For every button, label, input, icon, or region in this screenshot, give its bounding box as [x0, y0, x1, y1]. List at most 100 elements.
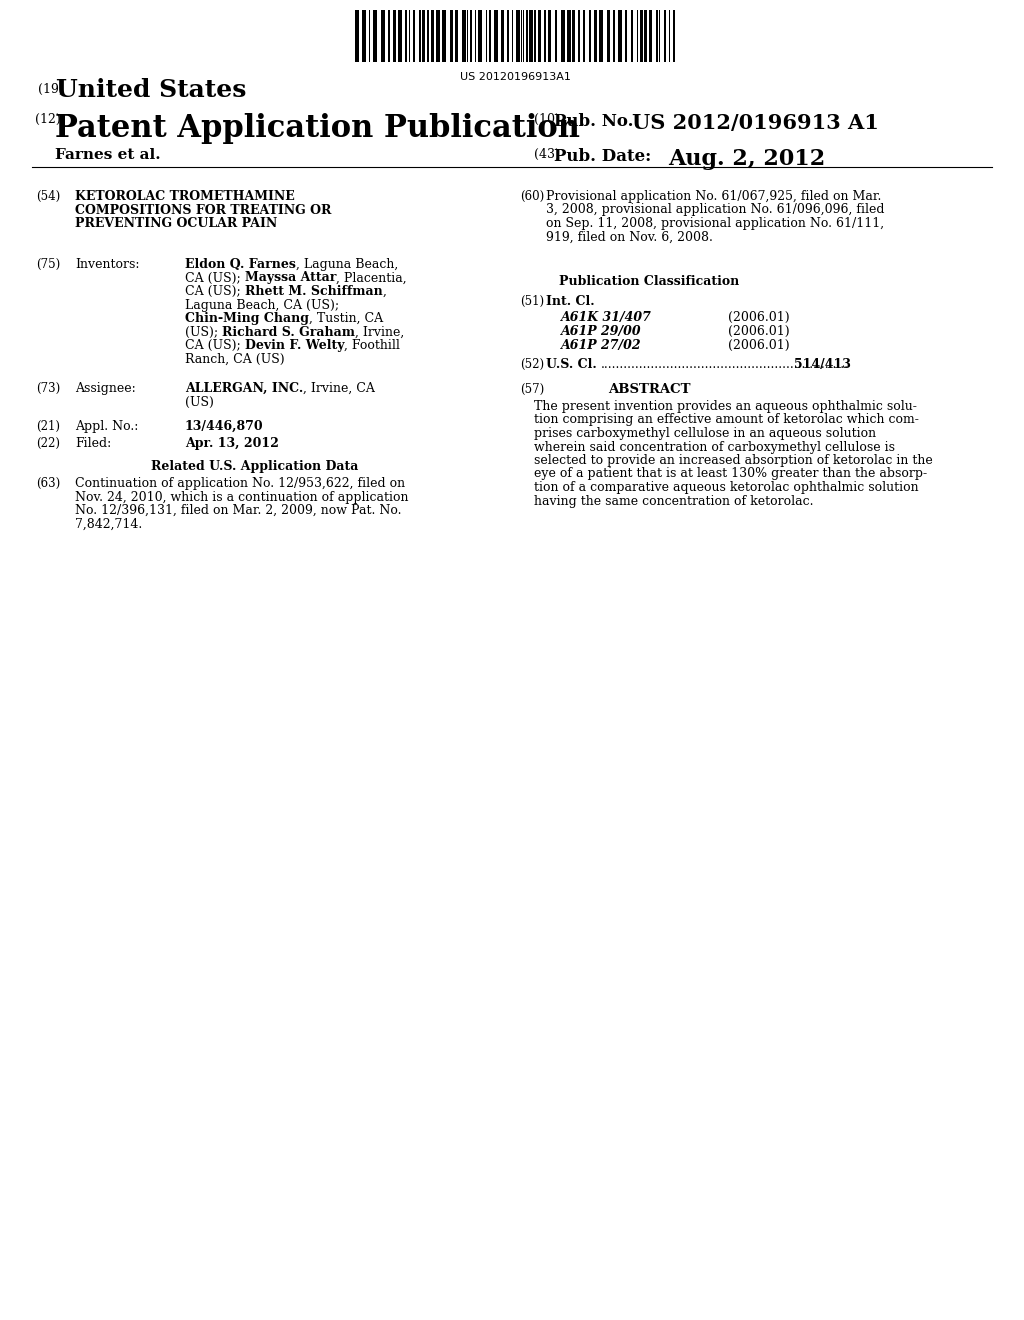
Text: US 2012/0196913 A1: US 2012/0196913 A1 [632, 114, 879, 133]
Bar [583, 11, 585, 62]
Text: (60): (60) [520, 190, 544, 203]
Text: Nov. 24, 2010, which is a continuation of application: Nov. 24, 2010, which is a continuation o… [75, 491, 409, 503]
Bar [373, 11, 377, 62]
Bar [631, 11, 633, 62]
Bar [578, 11, 580, 62]
Text: (43): (43) [534, 148, 560, 161]
Bar [567, 11, 571, 62]
Text: (63): (63) [36, 477, 60, 490]
Bar [644, 11, 647, 62]
Bar [413, 11, 415, 62]
Bar [572, 11, 575, 62]
Text: Appl. No.:: Appl. No.: [75, 420, 138, 433]
Bar [355, 11, 359, 62]
Bar [589, 11, 591, 62]
Text: US 20120196913A1: US 20120196913A1 [460, 73, 570, 82]
Text: (21): (21) [36, 420, 60, 433]
Text: Pub. Date:: Pub. Date: [554, 148, 651, 165]
Text: A61P 27/02: A61P 27/02 [561, 339, 642, 352]
Text: No. 12/396,131, filed on Mar. 2, 2009, now Pat. No.: No. 12/396,131, filed on Mar. 2, 2009, n… [75, 504, 401, 517]
Bar [664, 11, 666, 62]
Bar [618, 11, 622, 62]
Text: Int. Cl.: Int. Cl. [546, 294, 595, 308]
Text: U.S. Cl.: U.S. Cl. [546, 358, 597, 371]
Text: (10): (10) [534, 114, 560, 125]
Bar [640, 11, 643, 62]
Bar [594, 11, 597, 62]
Text: tion of a comparative aqueous ketorolac ophthalmic solution: tion of a comparative aqueous ketorolac … [534, 480, 919, 494]
Text: CA (US);: CA (US); [185, 339, 245, 352]
Text: Related U.S. Application Data: Related U.S. Application Data [152, 459, 358, 473]
Text: (US): (US) [185, 396, 214, 408]
Bar [362, 11, 366, 62]
Text: having the same concentration of ketorolac.: having the same concentration of ketorol… [534, 495, 813, 507]
Text: tion comprising an effective amount of ketorolac which com-: tion comprising an effective amount of k… [534, 413, 919, 426]
Text: (54): (54) [36, 190, 60, 203]
Text: KETOROLAC TROMETHAMINE: KETOROLAC TROMETHAMINE [75, 190, 295, 203]
Bar [478, 11, 482, 62]
Text: A61K 31/407: A61K 31/407 [561, 312, 652, 323]
Text: ABSTRACT: ABSTRACT [608, 383, 690, 396]
Text: (19): (19) [38, 83, 63, 96]
Text: Mayssa Attar: Mayssa Attar [245, 272, 336, 285]
Bar [529, 11, 534, 62]
Text: (2006.01): (2006.01) [728, 325, 790, 338]
Bar [544, 11, 546, 62]
Bar [381, 11, 385, 62]
Bar [501, 11, 504, 62]
Text: Inventors:: Inventors: [75, 257, 139, 271]
Text: , Placentia,: , Placentia, [336, 272, 407, 285]
Bar [656, 11, 658, 62]
Text: Filed:: Filed: [75, 437, 112, 450]
Text: , Irvine, CA: , Irvine, CA [303, 381, 375, 395]
Text: , Tustin, CA: , Tustin, CA [309, 312, 383, 325]
Text: Ranch, CA (US): Ranch, CA (US) [185, 352, 285, 366]
Text: Chin-Ming Chang: Chin-Ming Chang [185, 312, 309, 325]
Text: Continuation of application No. 12/953,622, filed on: Continuation of application No. 12/953,6… [75, 477, 406, 490]
Text: (51): (51) [520, 294, 544, 308]
Bar [516, 11, 520, 62]
Text: prises carboxymethyl cellulose in an aqueous solution: prises carboxymethyl cellulose in an aqu… [534, 426, 877, 440]
Bar [393, 11, 396, 62]
Bar [613, 11, 615, 62]
Bar [388, 11, 390, 62]
Bar [555, 11, 557, 62]
Text: Patent Application Publication: Patent Application Publication [55, 114, 580, 144]
Text: 7,842,714.: 7,842,714. [75, 517, 142, 531]
Text: Pub. No.:: Pub. No.: [554, 114, 640, 129]
Text: ALLERGAN, INC.: ALLERGAN, INC. [185, 381, 303, 395]
Bar [442, 11, 446, 62]
Bar [398, 11, 402, 62]
Text: COMPOSITIONS FOR TREATING OR: COMPOSITIONS FOR TREATING OR [75, 203, 332, 216]
Text: Publication Classification: Publication Classification [559, 275, 739, 288]
Text: 919, filed on Nov. 6, 2008.: 919, filed on Nov. 6, 2008. [546, 231, 713, 243]
Text: (2006.01): (2006.01) [728, 312, 790, 323]
Bar [455, 11, 458, 62]
Text: , Foothill: , Foothill [344, 339, 400, 352]
Text: (75): (75) [36, 257, 60, 271]
Text: eye of a patient that is at least 130% greater than the absorp-: eye of a patient that is at least 130% g… [534, 467, 927, 480]
Text: (73): (73) [36, 381, 60, 395]
Text: (US);: (US); [185, 326, 222, 338]
Text: 3, 2008, provisional application No. 61/096,096, filed: 3, 2008, provisional application No. 61/… [546, 203, 885, 216]
Text: The present invention provides an aqueous ophthalmic solu-: The present invention provides an aqueou… [534, 400, 916, 413]
Text: , Laguna Beach,: , Laguna Beach, [296, 257, 398, 271]
Text: selected to provide an increased absorption of ketorolac in the: selected to provide an increased absorpt… [534, 454, 933, 467]
Bar [462, 11, 466, 62]
Text: on Sep. 11, 2008, provisional application No. 61/111,: on Sep. 11, 2008, provisional applicatio… [546, 216, 884, 230]
Bar [507, 11, 509, 62]
Text: Apr. 13, 2012: Apr. 13, 2012 [185, 437, 279, 450]
Bar [607, 11, 610, 62]
Bar [538, 11, 541, 62]
Text: (57): (57) [520, 383, 544, 396]
Text: Farnes et al.: Farnes et al. [55, 148, 161, 162]
Text: (12): (12) [35, 114, 60, 125]
Bar [548, 11, 551, 62]
Text: wherein said concentration of carboxymethyl cellulose is: wherein said concentration of carboxymet… [534, 441, 895, 454]
Text: ................................................................: ........................................… [601, 358, 849, 371]
Bar [419, 11, 421, 62]
Bar [436, 11, 440, 62]
Text: (22): (22) [36, 437, 60, 450]
Text: Richard S. Graham: Richard S. Graham [222, 326, 355, 338]
Text: Laguna Beach, CA (US);: Laguna Beach, CA (US); [185, 298, 339, 312]
